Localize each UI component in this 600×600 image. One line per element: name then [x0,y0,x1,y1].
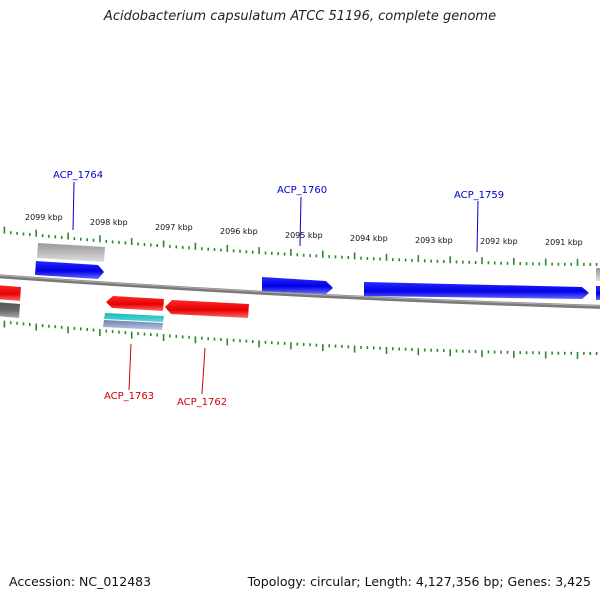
genome-backbone [0,274,600,309]
scale-label: 2096 kbp [220,227,258,236]
gene-arrow-acp1760[interactable] [262,277,333,294]
outer-tick-ring [3,226,598,266]
inner-tick-ring [3,320,598,359]
rna-feature[interactable] [104,313,164,322]
scale-label: 2093 kbp [415,236,453,245]
gene-arrow-acp1764[interactable] [35,261,104,279]
reverse-features [0,285,249,330]
gene-arrow-edge[interactable] [596,286,600,300]
gene-arrow-grey[interactable] [37,243,105,262]
scale-labels: 2099 kbp 2098 kbp 2097 kbp 2096 kbp 2095… [25,213,583,247]
label-leaders [72,181,479,395]
gene-labels: ACP_1764 ACP_1760 ACP_1759 ACP_1763 ACP_… [53,170,504,408]
scale-label: 2098 kbp [90,218,128,227]
gene-label[interactable]: ACP_1759 [454,190,504,201]
scale-label: 2097 kbp [155,223,193,232]
accession-text: Accession: NC_012483 [9,574,152,589]
gene-label[interactable]: ACP_1760 [277,185,327,196]
gene-arrow-acp1759[interactable] [364,282,589,299]
genome-stats-text: Topology: circular; Length: 4,127,356 bp… [247,574,591,589]
misc-feature[interactable] [103,320,163,330]
gene-label[interactable]: ACP_1764 [53,170,103,181]
scale-label: 2095 kbp [285,231,323,240]
scale-label: 2091 kbp [545,238,583,247]
scale-label: 2094 kbp [350,234,388,243]
gene-label[interactable]: ACP_1762 [177,397,227,408]
gene-arrow-edge-left[interactable] [0,285,21,301]
scale-label: 2099 kbp [25,213,63,222]
gene-label[interactable]: ACP_1763 [104,391,154,402]
forward-features [35,243,600,300]
gene-arrow-acp1762[interactable] [165,300,249,318]
gene-arrow-acp1763[interactable] [106,296,164,311]
scale-label: 2092 kbp [480,237,518,246]
pseudo-edge-left [0,302,20,318]
map-title: Acidobacterium capsulatum ATCC 51196, co… [103,9,497,24]
pseudo-edge [596,268,600,281]
